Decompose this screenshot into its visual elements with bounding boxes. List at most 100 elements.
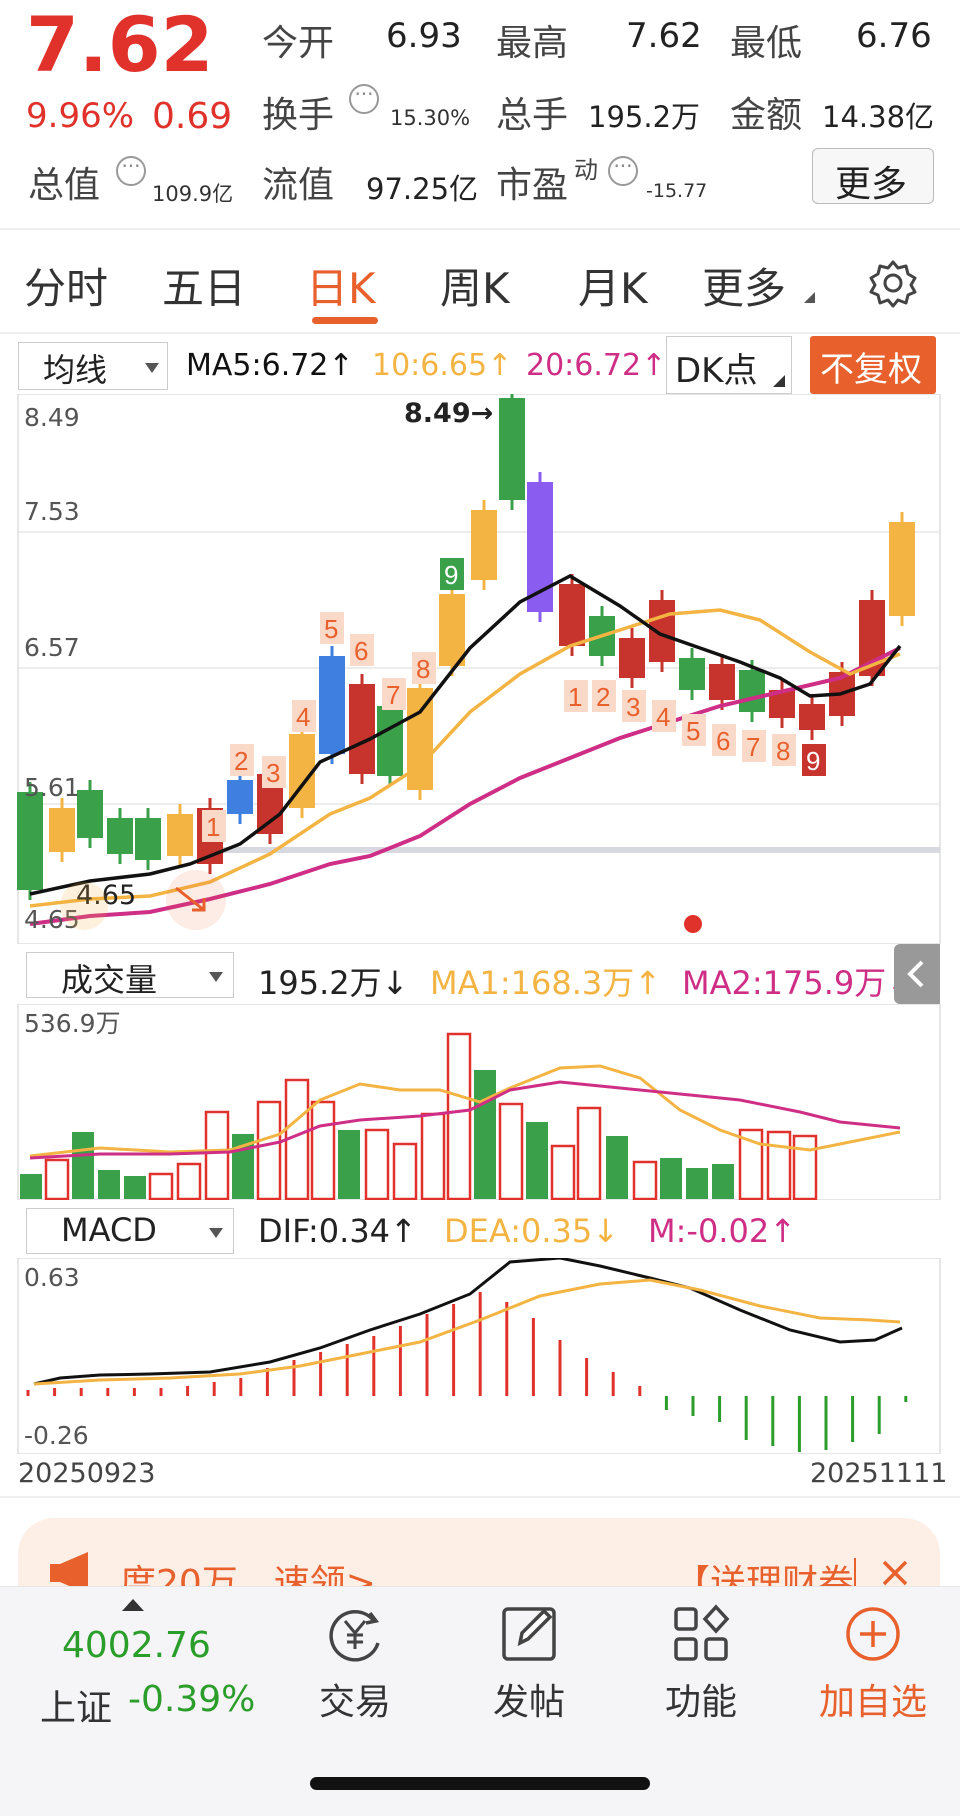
kline-frame [17, 394, 941, 944]
nine-down-9: 9 [806, 746, 820, 776]
close-icon[interactable] [878, 1556, 912, 1590]
volume-bar [364, 1128, 390, 1200]
volume-bar [124, 1176, 146, 1199]
nav-post[interactable]: 发帖 [474, 1603, 584, 1725]
tab-intraday[interactable]: 分时 [24, 264, 109, 313]
volume-bar [420, 1112, 446, 1200]
nav-function[interactable]: 功能 [646, 1603, 756, 1725]
candle-body [889, 522, 915, 616]
nav-trade-label: 交易 [318, 1682, 391, 1723]
volume-max-label: 536.9万 [24, 1009, 121, 1038]
kline-chart[interactable]: 1 2 3 4 5 6 7 8 9 1 2 3 4 5 6 7 8 9 8.49… [0, 394, 960, 944]
add-circle-icon [846, 1607, 900, 1661]
open-label: 今开 [262, 23, 335, 64]
ma5-readout: MA5:6.72↑ [186, 348, 354, 383]
nine-down-7: 7 [746, 732, 760, 762]
volume-bar [310, 1100, 336, 1200]
volume-chart[interactable]: 536.9万 [0, 1004, 960, 1200]
volume-bar [176, 1162, 202, 1200]
dk-corner-icon [773, 375, 785, 387]
collapse-panel-button[interactable] [894, 944, 940, 1004]
ma10-readout: 10:6.65↑ [372, 348, 513, 383]
home-indicator [310, 1777, 650, 1790]
volume-ma1-readout: MA1:168.3万↑ [430, 964, 662, 1002]
dif-readout: DIF:0.34↑ [258, 1212, 417, 1250]
chevron-down-icon [209, 972, 223, 982]
candle-body [739, 670, 765, 712]
tab-daily-k[interactable]: 日K [306, 264, 376, 313]
volume-value: 195.2万 [588, 100, 701, 134]
no-adjust-button[interactable]: 不复权 [810, 336, 936, 394]
macd-chart[interactable]: 0.63 -0.26 [0, 1258, 960, 1454]
indicator-select[interactable]: 均线 [18, 342, 168, 390]
high-label: 最高 [496, 23, 569, 64]
mktcap-info-icon[interactable]: ··· [116, 156, 146, 186]
candle-body [439, 594, 465, 666]
pe-info-icon[interactable]: ··· [608, 156, 638, 186]
volume-bar [632, 1160, 658, 1200]
volume-bar [498, 1102, 524, 1200]
nine-down-2: 2 [596, 682, 610, 712]
megaphone-icon [50, 1552, 88, 1594]
nine-down-3: 3 [626, 692, 640, 722]
tab-more[interactable]: 更多 [702, 264, 787, 313]
section-divider [0, 1496, 960, 1498]
volume-bar [712, 1164, 734, 1199]
float-value: 97.25亿 [366, 172, 479, 206]
nine-down-4: 4 [656, 702, 670, 732]
candle-body [559, 584, 585, 646]
price-band [210, 847, 940, 853]
y-label-1: 8.49 [24, 403, 80, 432]
candle-body [499, 398, 525, 500]
macd-select[interactable]: MACD [26, 1208, 234, 1254]
dk-point-label: DK点 [675, 351, 758, 391]
nine-up-9: 9 [444, 560, 458, 590]
nine-down-5: 5 [686, 716, 700, 746]
volume-readout: 195.2万↓ [258, 964, 409, 1002]
volume-bar [338, 1130, 360, 1199]
ma10-line [29, 608, 901, 908]
nine-up-2: 2 [234, 746, 248, 776]
candle-body [407, 688, 433, 790]
volume-bar [474, 1070, 496, 1199]
candle-body [167, 814, 193, 856]
tab-weekly-k[interactable]: 周K [440, 264, 510, 313]
volume-bars [20, 1032, 818, 1200]
volume-bar [98, 1170, 120, 1199]
volume-bar [550, 1144, 576, 1200]
kline-y-axis: 8.49 7.53 6.57 5.61 4.65 [24, 403, 80, 934]
last-price: 7.62 [26, 0, 214, 89]
candle-body [349, 684, 375, 774]
pe-superscript: 动 [574, 156, 598, 184]
low-label: 最低 [730, 23, 803, 64]
nav-trade[interactable]: 交易 [300, 1603, 410, 1725]
tab-five-day[interactable]: 五日 [162, 264, 247, 313]
turnover-value: 15.30% [390, 106, 471, 130]
dk-point-button[interactable]: DK点 [666, 336, 792, 394]
more-quote-button[interactable]: 更多 [812, 148, 934, 205]
signal-dot [684, 915, 702, 933]
buy-arrow-icon [175, 886, 206, 912]
volume-bar [576, 1106, 602, 1200]
volume-select-value: 成交量 [61, 961, 158, 999]
tab-monthly-k[interactable]: 月K [578, 264, 648, 313]
chevron-down-icon [209, 1228, 223, 1238]
turnover-label: 换手 [262, 95, 335, 136]
index-value[interactable]: 4002.76 [62, 1625, 211, 1666]
volume-select[interactable]: 成交量 [26, 952, 234, 999]
candle-body [377, 706, 403, 776]
turnover-info-icon[interactable]: ··· [349, 84, 379, 114]
buy-marker-halo [166, 870, 226, 930]
volume-bar [766, 1130, 792, 1200]
nav-add-watchlist[interactable]: 加自选 [808, 1603, 938, 1725]
settings-gear-icon[interactable] [868, 258, 918, 308]
nav-add-label: 加自选 [818, 1682, 927, 1723]
volume-bar [660, 1158, 682, 1199]
high-value: 7.62 [626, 16, 702, 56]
nine-up-7: 7 [386, 680, 400, 710]
candle-body [49, 808, 75, 852]
pe-label: 市盈 [496, 165, 569, 206]
candle-body [709, 664, 735, 700]
dif-line [33, 1258, 903, 1386]
candle-body [619, 638, 645, 678]
